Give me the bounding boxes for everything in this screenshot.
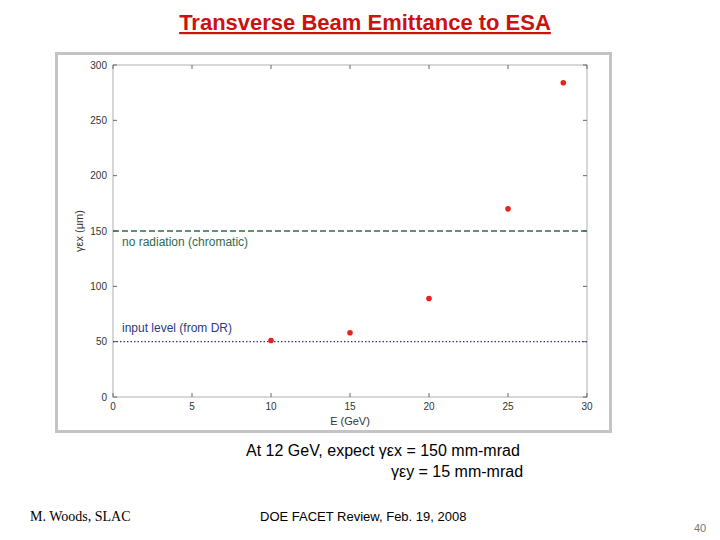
x-tick — [587, 393, 588, 397]
y-tick — [113, 65, 117, 66]
y-tick-right — [583, 397, 587, 398]
data-point — [347, 330, 353, 336]
y-tick — [113, 397, 117, 398]
footer-event: DOE FACET Review, Feb. 19, 2008 — [260, 509, 466, 524]
x-tick-top — [113, 65, 114, 69]
x-tick — [271, 393, 272, 397]
reference-label: no radiation (chromatic) — [122, 235, 248, 249]
x-tick — [508, 393, 509, 397]
plot-area — [113, 80, 587, 343]
reference-label: input level (from DR) — [122, 321, 232, 335]
x-tick-label: 20 — [423, 401, 435, 412]
y-tick-right — [583, 65, 587, 66]
x-tick-top — [429, 65, 430, 69]
x-tick-top — [587, 65, 588, 69]
y-tick-label: 200 — [90, 170, 107, 181]
y-tick-right — [583, 120, 587, 121]
data-point — [505, 206, 511, 212]
x-tick-label: 10 — [265, 401, 277, 412]
y-tick-label: 250 — [90, 115, 107, 126]
y-tick-label: 150 — [90, 226, 107, 237]
x-tick — [192, 393, 193, 397]
y-tick-label: 300 — [90, 60, 107, 71]
x-tick-label: 15 — [344, 401, 356, 412]
y-tick-label: 50 — [96, 336, 108, 347]
note: At 12 GeV, expect γεx = 150 mm-mrad — [246, 442, 520, 459]
x-tick-label: 25 — [502, 401, 514, 412]
x-tick-top — [271, 65, 272, 69]
x-tick-top — [192, 65, 193, 69]
x-tick — [429, 393, 430, 397]
y-tick — [113, 175, 117, 176]
figure-frame — [55, 52, 612, 433]
data-point — [561, 80, 567, 86]
x-tick-label: 5 — [189, 401, 195, 412]
x-tick-top — [350, 65, 351, 69]
footer-author: M. Woods, SLAC — [30, 509, 131, 524]
data-point — [268, 338, 274, 344]
page-number: 40 — [694, 522, 706, 534]
x-tick-label: 0 — [110, 401, 116, 412]
y-tick-label: 100 — [90, 281, 107, 292]
plot-frame — [113, 65, 587, 397]
reference-line — [113, 230, 587, 231]
figure-background — [58, 55, 609, 430]
reference-line — [113, 341, 587, 342]
x-axis-label: E (GeV) — [330, 415, 370, 427]
x-tick — [350, 393, 351, 397]
note: γεy = 15 mm-mrad — [391, 463, 523, 480]
y-tick-right — [583, 286, 587, 287]
y-tick — [113, 286, 117, 287]
x-tick-label: 30 — [581, 401, 593, 412]
x-tick — [113, 393, 114, 397]
y-tick-right — [583, 175, 587, 176]
y-axis-label: γεx (μm) — [73, 210, 85, 252]
slide: Transverse Beam Emittance to ESA 0 5 10 15 20… — [0, 0, 720, 540]
slide-background — [0, 0, 720, 540]
data-point — [426, 296, 432, 302]
title: Transverse Beam Emittance to ESA — [179, 10, 551, 35]
x-tick-top — [508, 65, 509, 69]
y-tick — [113, 120, 117, 121]
y-tick-label: 0 — [101, 392, 107, 403]
